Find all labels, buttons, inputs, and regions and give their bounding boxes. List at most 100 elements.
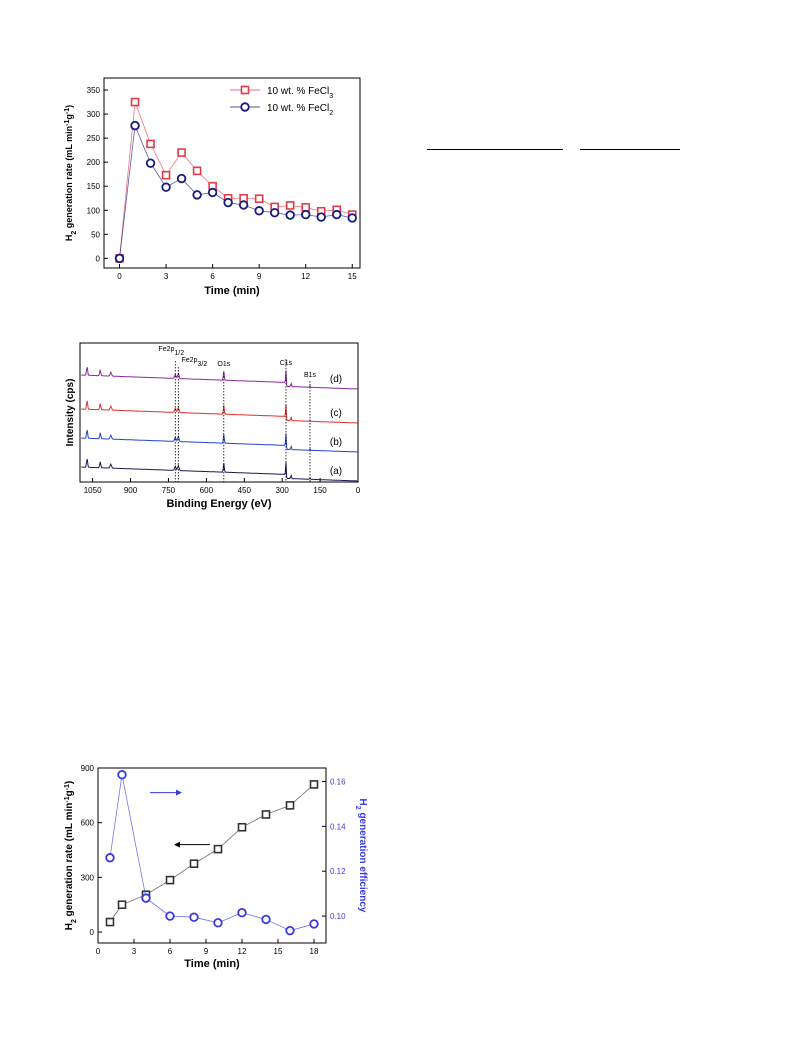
data-point	[309, 919, 319, 929]
data-point	[285, 201, 295, 210]
x-axis-label: Time (min)	[204, 285, 260, 297]
spectrum-b	[81, 430, 358, 453]
spectrum-label: (b)	[330, 437, 342, 448]
data-point	[309, 780, 319, 789]
y-tick-label: 250	[87, 134, 101, 143]
data-point	[269, 207, 280, 218]
data-point	[300, 209, 311, 220]
x-tick-label: 900	[124, 486, 138, 495]
x-axis-label: Time (min)	[184, 958, 240, 970]
legend-label: 10 wt. % FeCl2	[267, 103, 333, 117]
x-tick-label: 300	[276, 486, 290, 495]
x-tick-label: 9	[204, 947, 209, 956]
annotation-label: B1s	[304, 372, 317, 379]
annotation-label: C1s	[280, 360, 293, 367]
y-tick-label: 200	[87, 158, 101, 167]
spectrum-c	[81, 401, 358, 424]
series-line-2	[119, 124, 353, 259]
x-tick-label: 12	[301, 272, 310, 281]
spectrum-d	[81, 367, 358, 390]
data-point	[237, 908, 247, 918]
series-line-1	[119, 101, 353, 259]
data-point	[189, 912, 199, 922]
y2-tick-label: 0.10	[330, 912, 346, 921]
horizontal-rule-1	[427, 149, 563, 150]
x-tick-label: 0	[356, 486, 361, 495]
y2-tick-label: 0.12	[330, 867, 346, 876]
x-tick-label: 0	[96, 947, 101, 956]
arrow-right-head	[176, 789, 182, 796]
data-point	[161, 170, 171, 180]
x-tick-label: 0	[117, 272, 122, 281]
x-tick-label: 6	[168, 947, 173, 956]
x-tick-label: 18	[310, 947, 319, 956]
data-point	[165, 911, 175, 921]
data-point	[285, 925, 295, 936]
data-point	[145, 158, 156, 168]
y-tick-label: 350	[87, 86, 101, 95]
y2-axis-label: H2 generation efficiency	[355, 799, 369, 913]
x-tick-label: 3	[132, 947, 137, 956]
data-point	[105, 917, 115, 927]
spectrum-a	[81, 459, 358, 482]
annotation-label: O1s	[217, 361, 230, 368]
data-point	[141, 893, 151, 903]
data-point	[261, 810, 271, 819]
spectrum-label: (a)	[330, 466, 342, 477]
data-point	[130, 120, 140, 131]
data-point	[176, 173, 187, 184]
data-point	[192, 190, 202, 200]
data-point	[130, 97, 140, 107]
data-point	[117, 900, 127, 910]
x-tick-label: 15	[348, 272, 357, 281]
data-point	[165, 875, 175, 885]
y-axis-label: H2 generation rate (mL min-1g-1)	[64, 781, 78, 931]
data-point	[213, 844, 223, 854]
arrow-left-head	[174, 841, 180, 848]
data-point	[254, 194, 264, 204]
series-line-rate	[109, 784, 315, 923]
annotation-label: Fe2p3/2	[181, 357, 207, 368]
y2-tick-label: 0.14	[330, 822, 346, 831]
data-point	[177, 148, 186, 157]
data-point	[285, 210, 295, 220]
y-tick-label: 0	[96, 254, 101, 263]
spectrum-label: (d)	[330, 374, 342, 385]
data-point	[213, 918, 223, 928]
data-point	[237, 822, 247, 832]
data-point	[261, 914, 271, 925]
data-point	[161, 182, 171, 192]
data-point	[347, 213, 357, 223]
data-point	[146, 139, 155, 149]
y-tick-label: 150	[87, 182, 101, 191]
y-tick-label: 100	[87, 206, 101, 215]
chart-xps-survey: 1050 900 750 600 450 300 150 0 Binding Energy (e…	[65, 342, 361, 510]
data-point	[332, 209, 342, 220]
legend-marker	[240, 102, 250, 112]
y-tick-label: 300	[87, 110, 101, 119]
data-point	[117, 770, 127, 780]
data-point	[316, 212, 326, 222]
y-axis-label: Intensity (cps)	[65, 379, 76, 447]
plot-frame	[103, 77, 361, 269]
data-point	[285, 801, 295, 810]
data-point	[114, 253, 125, 264]
x-axis-label: Binding Energy (eV)	[166, 498, 271, 510]
y-axis-label: H2 generation rate (mL min-1g-1)	[64, 105, 78, 241]
series-line-efficiency	[109, 774, 315, 932]
data-point	[301, 203, 310, 212]
x-tick-label: 150	[313, 486, 327, 495]
x-tick-label: 6	[210, 272, 215, 281]
x-tick-label: 450	[238, 486, 252, 495]
data-point	[105, 853, 115, 863]
y-tick-label: 300	[81, 873, 95, 882]
data-point	[192, 166, 202, 176]
y-tick-label: 600	[81, 819, 95, 828]
x-tick-label: 3	[164, 272, 169, 281]
legend-marker	[240, 85, 250, 95]
x-tick-label: 12	[238, 947, 247, 956]
data-point	[238, 200, 249, 210]
x-tick-label: 750	[162, 486, 176, 495]
data-point	[189, 859, 199, 869]
